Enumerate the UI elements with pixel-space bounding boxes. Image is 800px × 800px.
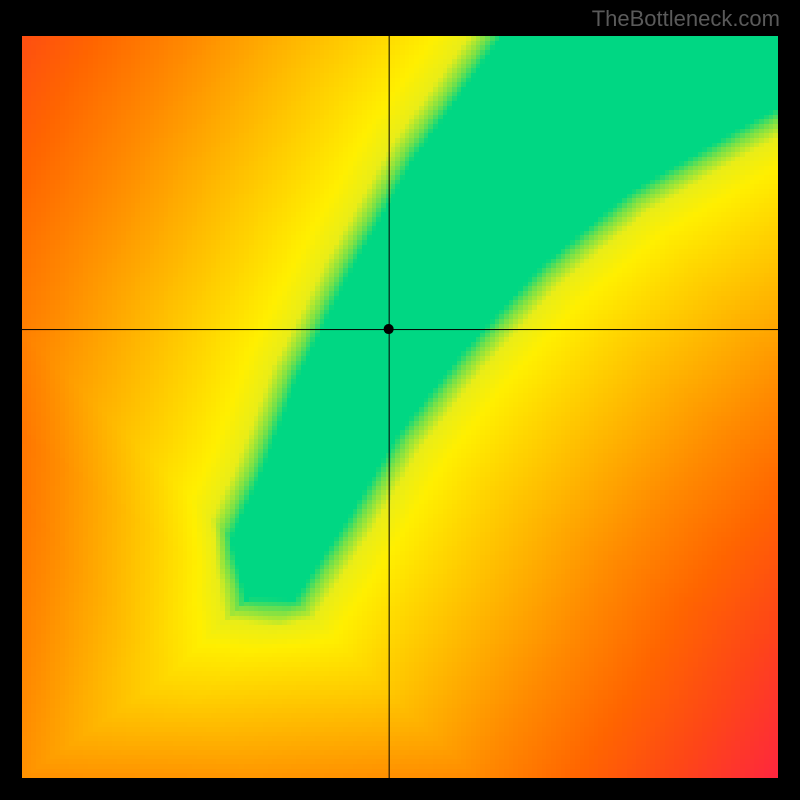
- heatmap-canvas: [22, 36, 778, 778]
- heatmap-plot: [22, 36, 778, 778]
- watermark-text: TheBottleneck.com: [592, 6, 780, 32]
- figure-container: TheBottleneck.com: [0, 0, 800, 800]
